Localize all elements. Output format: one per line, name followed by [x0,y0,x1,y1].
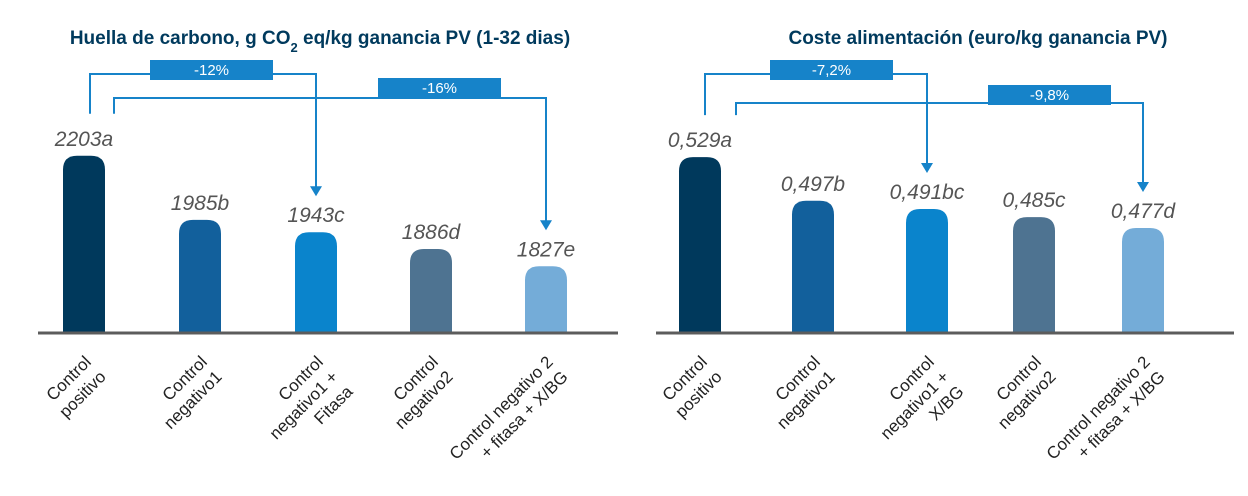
bar-value-label: 0,497b [781,173,846,196]
bar-1 [63,155,105,333]
x-tick-label: Controlpositivo [41,352,110,421]
x-tick-label: Controlnegativo1 +Fitasa [251,352,357,458]
bar-4 [1013,217,1055,333]
comparison-arrowhead [921,162,933,173]
bar-value-label: 1985b [171,192,230,215]
bar-value-label: 0,477d [1111,200,1177,223]
bar-value-label: 2203a [54,128,113,151]
comparison-arrowhead [540,220,552,231]
comparison-label-box [770,60,893,80]
bar-3 [295,232,337,333]
chart-2: Coste alimentación (euro/kg ganancia PV)… [656,28,1234,478]
chart-title: Huella de carbono, g CO2 eq/kg ganancia … [70,28,570,55]
comparison-label-box [378,78,501,98]
comparison-arrowhead [310,186,322,197]
x-tick-label: Control negativo 2+ fitasa + X/BG [1043,352,1169,478]
chart-title-rest: eq/kg ganancia PV (1-32 dias) [298,28,570,49]
bar-3 [906,208,948,333]
comparison-arrowhead [1137,182,1149,193]
bar-value-label: 0,485c [1002,189,1066,212]
bar-value-label: 1943c [287,204,345,227]
bar-5 [1122,228,1164,333]
comparison-bracket [113,97,547,223]
chart-title: Coste alimentación (euro/kg ganancia PV) [788,28,1167,49]
comparison-bracket [704,73,928,165]
bar-2 [792,200,834,333]
bar-4 [410,248,452,333]
bar-value-label: 0,529a [668,129,732,152]
comparison-label: -7,2% [812,62,851,79]
comparison-bracket [735,102,1144,185]
bar-5 [525,266,567,333]
bar-value-label: 1886d [402,221,462,244]
x-tick-label: Controlnegativo2 [979,352,1059,432]
chart-1: Huella de carbono, g CO2 eq/kg ganancia … [38,28,618,478]
x-tick-label: Controlnegativo2 [376,352,456,432]
bar-2 [179,219,221,333]
comparison-label: -12% [194,62,229,79]
x-tick-label: Controlnegativo1 +X/BG [862,352,968,458]
chart-title-main: Huella de carbono, g CO [70,28,291,49]
comparison-bracket [89,73,317,189]
x-tick-label: Controlpositivo [657,352,726,421]
chart-title-subscript: 2 [290,40,297,55]
bar-value-label: 0,491bc [890,181,965,204]
bar-1 [679,157,721,333]
comparison-label-box [988,85,1111,105]
x-tick-label: Controlnegativo1 [758,352,838,432]
comparison-label-box [150,60,273,80]
x-tick-label: Controlnegativo1 [145,352,225,432]
comparison-label: -9,8% [1030,87,1069,104]
bar-value-label: 1827e [517,238,575,261]
x-tick-label: Control negativo 2+ fitasa + X/BG [446,352,572,478]
comparison-label: -16% [422,80,457,97]
chart-title-main: Coste alimentación (euro/kg ganancia PV) [788,28,1167,49]
